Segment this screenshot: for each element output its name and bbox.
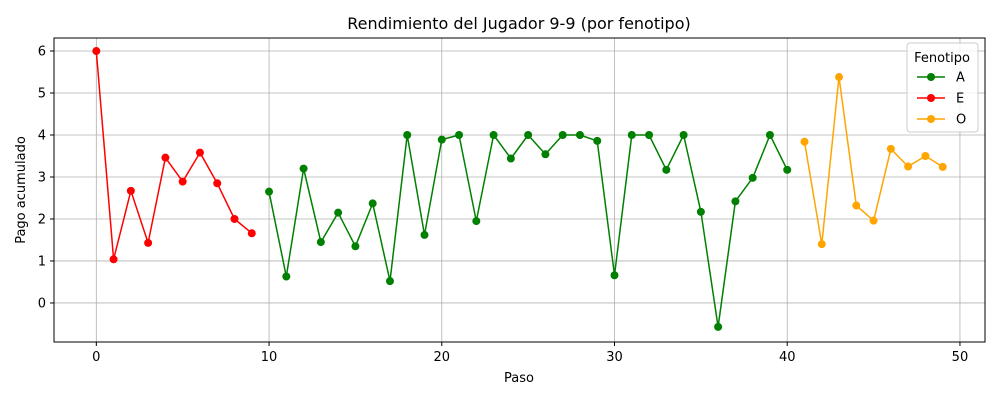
legend-marker-O xyxy=(927,115,935,123)
data-point-O xyxy=(938,162,947,171)
data-point-A xyxy=(403,130,412,139)
data-point-A xyxy=(593,136,602,145)
y-tick-label: 0 xyxy=(38,296,46,311)
data-point-E xyxy=(144,238,153,247)
legend-label-O: O xyxy=(956,113,966,128)
chart-title: Rendimiento del Jugador 9-9 (por fenotip… xyxy=(347,14,691,33)
data-point-A xyxy=(506,154,515,163)
data-point-A xyxy=(385,277,394,286)
y-tick-label: 5 xyxy=(38,87,46,102)
plot-frame xyxy=(53,37,986,343)
series-A xyxy=(265,130,792,331)
data-point-O xyxy=(817,240,826,249)
series-O xyxy=(800,73,947,249)
legend-item-E: E xyxy=(917,92,964,107)
data-point-A xyxy=(437,135,446,144)
y-tick-label: 6 xyxy=(38,45,46,60)
series-line-E xyxy=(95,50,253,261)
data-point-A xyxy=(472,217,481,226)
data-point-O xyxy=(921,151,930,160)
ticks: 0 10 20 30 40 50 0 1 2 3 4 5 6 xyxy=(38,45,969,365)
data-point-A xyxy=(316,238,325,247)
data-point-A xyxy=(662,165,671,174)
y-tick-label: 3 xyxy=(38,170,46,185)
legend: Fenotipo AEO xyxy=(906,42,979,133)
y-tick-label: 2 xyxy=(38,212,46,227)
data-point-E xyxy=(195,148,204,157)
legend-title: Fenotipo xyxy=(914,51,970,66)
data-point-E xyxy=(178,177,187,186)
x-tick-label: 40 xyxy=(779,350,796,365)
data-point-E xyxy=(213,179,222,188)
y-tick-label: 4 xyxy=(38,128,46,143)
series-line-A xyxy=(268,134,788,328)
data-point-A xyxy=(524,130,533,139)
x-tick-label: 10 xyxy=(261,350,278,365)
data-point-A xyxy=(368,199,377,208)
legend-item-A: A xyxy=(917,71,965,86)
x-tick-label: 30 xyxy=(606,350,623,365)
data-point-A xyxy=(610,271,619,280)
data-point-A xyxy=(731,197,740,206)
data-point-A xyxy=(489,130,498,139)
x-tick-label: 50 xyxy=(952,350,969,365)
legend-box xyxy=(906,42,979,133)
data-point-O xyxy=(904,162,913,171)
x-tick-label: 0 xyxy=(92,350,100,365)
data-point-A xyxy=(748,173,757,182)
data-point-O xyxy=(800,137,809,146)
data-point-A xyxy=(627,130,636,139)
data-point-E xyxy=(247,229,256,238)
data-point-A xyxy=(765,130,774,139)
data-point-O xyxy=(852,201,861,210)
data-point-A xyxy=(282,272,291,281)
data-point-E xyxy=(92,47,101,56)
data-point-E xyxy=(230,214,239,223)
data-point-E xyxy=(109,255,118,264)
data-point-A xyxy=(455,130,464,139)
data-point-A xyxy=(420,230,429,239)
series-layer xyxy=(92,47,947,331)
legend-label-A: A xyxy=(956,71,965,86)
legend-items: AEO xyxy=(917,71,966,128)
data-point-O xyxy=(835,73,844,82)
y-tick-label: 1 xyxy=(38,254,46,269)
y-axis-label: Pago acumulado xyxy=(14,136,29,244)
legend-label-E: E xyxy=(956,92,964,107)
data-point-A xyxy=(265,187,274,196)
data-point-E xyxy=(161,153,170,162)
data-point-E xyxy=(126,186,135,195)
data-point-A xyxy=(679,130,688,139)
data-point-A xyxy=(334,208,343,217)
series-E xyxy=(92,47,256,264)
data-point-A xyxy=(714,322,723,331)
x-tick-label: 20 xyxy=(433,350,450,365)
data-point-A xyxy=(696,207,705,216)
legend-marker-A xyxy=(927,73,935,81)
x-axis-label: Paso xyxy=(504,371,534,386)
data-point-O xyxy=(869,216,878,225)
data-point-O xyxy=(886,144,895,153)
data-point-A xyxy=(351,242,360,251)
data-point-A xyxy=(645,130,654,139)
data-point-A xyxy=(541,150,550,159)
grid xyxy=(54,38,985,342)
data-point-A xyxy=(299,164,308,173)
data-point-A xyxy=(783,165,792,174)
legend-item-O: O xyxy=(917,113,966,128)
data-point-A xyxy=(575,130,584,139)
data-point-A xyxy=(558,130,567,139)
legend-marker-E xyxy=(927,94,935,102)
